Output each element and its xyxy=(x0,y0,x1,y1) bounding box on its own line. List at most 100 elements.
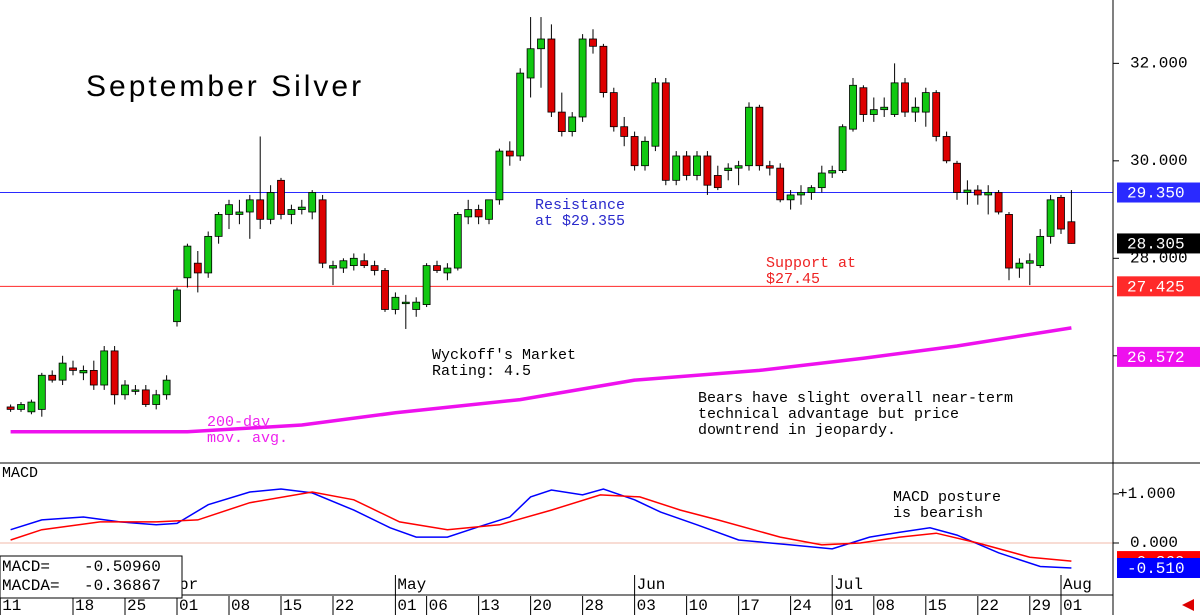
readout-name: MACDA= xyxy=(2,577,60,595)
x-tick-label: 29 xyxy=(1032,597,1051,615)
candle-body xyxy=(173,289,181,323)
annotation: mov. avg. xyxy=(207,430,288,447)
candle-body xyxy=(661,82,670,181)
candle-body xyxy=(880,106,889,111)
x-tick-label: 06 xyxy=(429,597,448,615)
macd-title: MACD xyxy=(2,465,38,482)
candle-body xyxy=(266,192,275,220)
candle-body xyxy=(1057,196,1065,230)
x-tick-label: 15 xyxy=(928,597,947,615)
annotation: $27.45 xyxy=(766,271,820,288)
candle-body xyxy=(495,150,504,201)
x-tick-label: 24 xyxy=(793,597,812,615)
candle-body xyxy=(817,172,826,189)
candle-body xyxy=(6,406,15,410)
x-tick-label: 17 xyxy=(741,597,760,615)
candle-body xyxy=(526,48,535,79)
candle-body xyxy=(620,126,629,137)
month-label: pr xyxy=(179,576,198,594)
annotation: MACD posture xyxy=(893,489,1001,506)
candle-body xyxy=(204,235,213,274)
candle-body xyxy=(1025,260,1034,264)
candle-body xyxy=(797,192,805,196)
readout-value: -0.36867 xyxy=(84,577,161,595)
candle-body xyxy=(308,192,317,213)
value-tag-label: 27.425 xyxy=(1127,279,1185,297)
candle-body xyxy=(121,384,129,396)
candle-body xyxy=(505,150,514,157)
x-tick-label: 18 xyxy=(75,597,94,615)
candle-body xyxy=(807,187,816,193)
candle-body xyxy=(100,350,109,386)
annotation: Support at xyxy=(766,255,856,272)
candle-body xyxy=(911,106,920,113)
x-tick-label: 01 xyxy=(179,597,198,615)
candle-body xyxy=(776,167,785,201)
candle-body xyxy=(48,374,57,381)
candle-body xyxy=(37,374,46,410)
x-tick-label: 03 xyxy=(637,597,656,615)
candle-body xyxy=(110,350,119,396)
candle-body xyxy=(318,199,327,264)
y-tick-label: 0.000 xyxy=(1130,534,1178,552)
candle-body xyxy=(869,109,878,115)
candle-body xyxy=(693,155,701,176)
chart-title: September Silver xyxy=(86,70,364,103)
annotation: at $29.355 xyxy=(535,213,625,230)
y-tick-label: 30.000 xyxy=(1130,152,1188,170)
month-label: Aug xyxy=(1063,576,1092,594)
candle-body xyxy=(381,270,389,310)
value-tag-label: 26.572 xyxy=(1127,349,1185,367)
moving-average xyxy=(10,326,1072,434)
candle-body xyxy=(953,162,961,193)
annotation: technical advantage but price xyxy=(698,406,959,423)
candle-body xyxy=(630,136,639,167)
x-tick-label: 10 xyxy=(689,597,708,615)
candle-body xyxy=(973,189,982,196)
x-tick-label: 22 xyxy=(335,597,354,615)
candle-body xyxy=(557,111,566,132)
macd-line xyxy=(10,491,1072,562)
candle-body xyxy=(422,265,431,306)
candle-body xyxy=(755,106,764,167)
y-tick-label: 32.000 xyxy=(1130,55,1188,73)
candle-body xyxy=(225,204,233,215)
candle-body xyxy=(599,45,608,93)
candle-body xyxy=(724,167,733,171)
candle-body xyxy=(651,82,660,147)
candle-body xyxy=(214,214,223,237)
candle-body xyxy=(1036,235,1045,267)
candle-body xyxy=(838,126,847,171)
readout-name: MACD= xyxy=(2,558,50,576)
candle-body xyxy=(152,394,161,405)
candle-body xyxy=(453,214,462,269)
value-tag xyxy=(1117,557,1200,578)
candle-body xyxy=(568,116,577,132)
candle-body xyxy=(890,82,899,115)
candle-body xyxy=(297,206,306,210)
candle-body xyxy=(183,245,192,279)
candle-body xyxy=(516,72,525,157)
scroll-arrow[interactable] xyxy=(1182,599,1194,611)
annotation: Resistance xyxy=(535,197,625,214)
annotation: Wyckoff's Market xyxy=(432,347,576,364)
candle-body xyxy=(69,367,77,371)
candle-body xyxy=(277,179,285,215)
candle-body xyxy=(765,165,774,169)
candle-body xyxy=(786,194,795,201)
readout-value: -0.50960 xyxy=(84,558,161,576)
value-tag-label: -0.510 xyxy=(1127,560,1185,578)
candle-body xyxy=(79,369,88,374)
candle-body xyxy=(994,192,1003,213)
candle-body xyxy=(370,265,379,271)
candle-body xyxy=(339,260,348,269)
annotation: 200-day xyxy=(207,414,270,431)
x-tick-label: 01 xyxy=(1063,597,1082,615)
candle-body xyxy=(401,301,410,305)
candle-body xyxy=(464,209,473,218)
candle-body xyxy=(849,84,857,130)
candle-body xyxy=(537,38,545,50)
candle-body xyxy=(932,92,941,137)
candle-body xyxy=(901,82,909,113)
